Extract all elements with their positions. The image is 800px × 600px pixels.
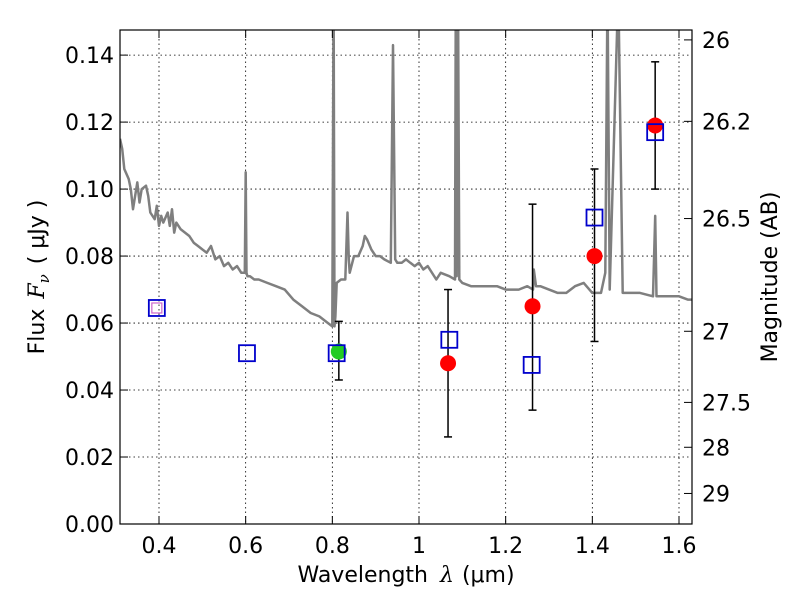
y2-tick-label: 27 <box>702 320 730 345</box>
y-tick-label: 0.00 <box>65 513 114 538</box>
y-tick-label: 0.14 <box>65 44 114 69</box>
y-tick-label: 0.04 <box>65 379 114 404</box>
plot-frame <box>119 29 693 525</box>
data-point-square <box>440 330 459 349</box>
x-tick-label: 1.2 <box>488 534 523 559</box>
y-label-sub: ν <box>35 274 53 283</box>
data-point-square <box>147 299 166 317</box>
y-label-unit: ( μJy ) <box>25 200 50 265</box>
axes: 0.4 0.6 0.8 1 1.2 1.4 1.6 0.00 0.02 0.04 0.06 0.08 0… <box>65 29 751 559</box>
y2-tick-label: 26.5 <box>702 208 751 233</box>
data-point-square <box>585 208 604 227</box>
x-tick-label: 1 <box>412 534 426 559</box>
x-label-unit: (μm) <box>462 563 515 588</box>
y-tick-label: 0.02 <box>65 446 114 471</box>
y-axis-label: Flux Fν ( μJy ) <box>25 200 53 355</box>
x-tick-label: 0.4 <box>142 534 177 559</box>
data-point-circle <box>586 248 603 265</box>
x-axis-label: Wavelength λ (μm) <box>297 563 514 588</box>
data-point-square <box>327 344 346 363</box>
x-tick-label: 0.6 <box>228 534 263 559</box>
y-label-var: F <box>25 283 50 300</box>
y2-axis-label: Magnitude (AB) <box>758 192 783 363</box>
data-point-circle <box>440 355 457 372</box>
x-tick-label: 0.8 <box>315 534 350 559</box>
data-point-circle <box>647 117 664 134</box>
data-point-square <box>238 344 256 363</box>
y2-tick-label: 26 <box>702 29 730 54</box>
x-tick-label: 1.4 <box>575 534 610 559</box>
data-point-circle <box>330 343 347 360</box>
x-label-prefix: Wavelength <box>297 563 428 588</box>
y2-tick-label: 28 <box>702 436 730 461</box>
y2-tick-label: 26.2 <box>702 110 751 135</box>
y-tick-label: 0.08 <box>65 245 114 270</box>
y2-tick-label: 27.5 <box>702 391 751 416</box>
model-spectrum-line <box>120 30 692 328</box>
data-point-square <box>522 356 541 374</box>
data-point-square <box>646 123 665 142</box>
y-tick-label: 0.10 <box>65 178 114 203</box>
plot-area <box>120 30 692 438</box>
y2-tick-label: 29 <box>702 482 730 507</box>
data-point-small-square <box>151 302 163 314</box>
y-tick-label: 0.12 <box>65 111 114 136</box>
y-tick-label: 0.06 <box>65 312 114 337</box>
x-label-var: λ <box>439 563 454 588</box>
x-tick-label: 1.6 <box>662 534 697 559</box>
data-point-circle <box>524 298 541 315</box>
y-label-prefix: Flux <box>25 309 50 355</box>
